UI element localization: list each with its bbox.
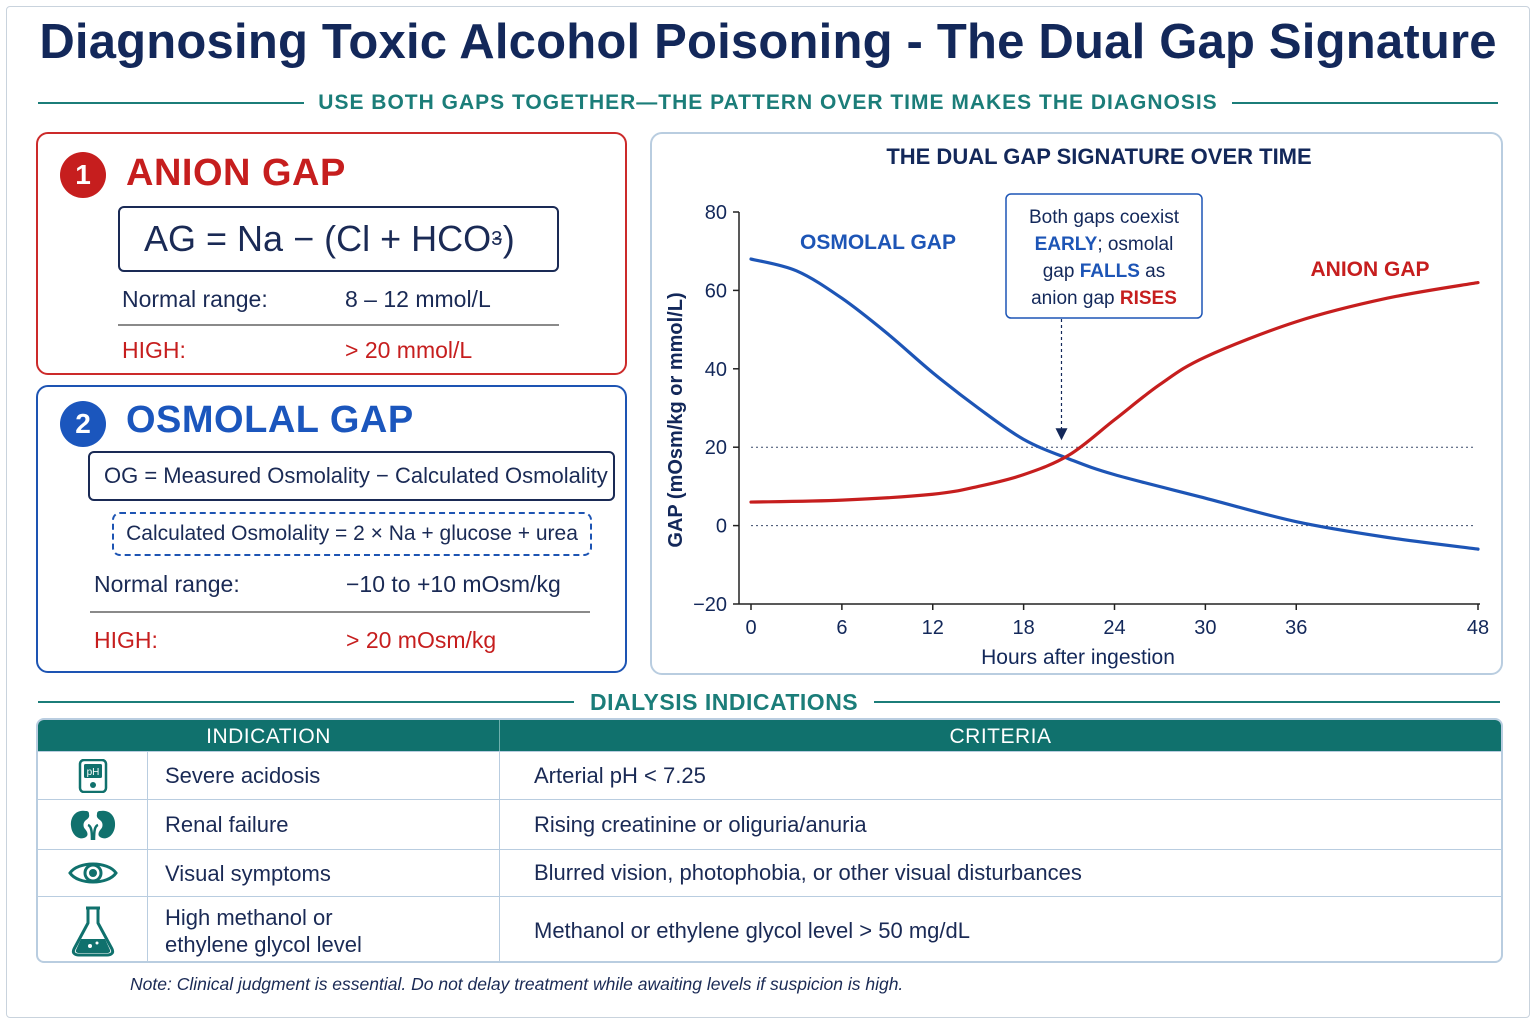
table-row: Visual symptoms Blurred vision, photopho… (38, 849, 1501, 896)
annotation-mid1: ; osmolal (1097, 234, 1173, 255)
chart-axes: 80 60 40 20 0 −20 0 6 12 18 24 30 36 48 (693, 202, 1489, 639)
footnote: Note: Clinical judgment is essential. Do… (130, 974, 904, 994)
osmolal-gap-line (749, 257, 1480, 551)
anion-gap-title: ANION GAP (126, 152, 346, 194)
anion-gap-formula-sup: − (492, 228, 503, 249)
indication-cell: Renal failure (148, 800, 500, 849)
osmolal-gap-card: 2 OSMOLAL GAP OG = Measured Osmolality −… (36, 385, 627, 673)
indication-cell: Visual symptoms (148, 850, 500, 896)
anion-gap-formula: AG = Na − (Cl + HCO 3−) (118, 206, 559, 272)
anion-gap-number-badge: 1 (60, 152, 106, 198)
anion-gap-normal-value: 8 – 12 mmol/L (345, 286, 491, 312)
chart-annotation: Both gaps coexist EARLY; osmolal gap FAL… (1005, 193, 1203, 441)
osmolal-gap-divider (90, 611, 590, 613)
dialysis-table: INDICATION CRITERIA pH Severe acidosis A… (36, 718, 1503, 963)
y-tick-label: 0 (716, 516, 727, 538)
anion-gap-formula-sub: 3 (491, 227, 503, 250)
indication-cell: High methanol or ethylene glycol level (148, 897, 500, 961)
x-tick-label: 48 (1467, 617, 1489, 639)
y-tick-label: 80 (705, 202, 727, 224)
anion-gap-normal-label: Normal range: (122, 286, 268, 312)
x-tick-label: 0 (745, 617, 756, 639)
table-header-criteria: CRITERIA (949, 725, 1052, 748)
osmolal-gap-series-label: OSMOLAL GAP (800, 231, 956, 254)
annotation-falls: FALLS (1080, 261, 1140, 282)
annotation-arrow-head (1055, 428, 1068, 441)
annotation-arrow (1055, 319, 1068, 441)
annotation-early: EARLY (1035, 234, 1098, 255)
chart-grid (751, 446, 1474, 527)
anion-gap-formula-main: AG = Na − (Cl + HCO (144, 218, 492, 259)
x-tick-label: 36 (1285, 617, 1307, 639)
anion-gap-card: 1 ANION GAP AG = Na − (Cl + HCO 3−) Norma… (36, 132, 627, 375)
dialysis-rule-right (874, 701, 1500, 703)
anion-gap-formula-end: ) (502, 218, 515, 259)
chart-series-labels: OSMOLAL GAP ANION GAP (800, 231, 1429, 281)
chart-series (749, 257, 1480, 551)
table-header: INDICATION CRITERIA (38, 720, 1501, 751)
anion-gap-divider (118, 324, 559, 326)
table-row: pH Severe acidosis Arterial pH < 7.25 (38, 751, 1501, 799)
ph-meter-icon: pH (38, 752, 148, 799)
criteria-cell: Rising creatinine or oliguria/anuria (534, 811, 867, 837)
y-tick-label: 20 (705, 437, 727, 459)
x-tick-label: 12 (922, 617, 944, 639)
subtitle-rule-right (1231, 102, 1498, 104)
x-tick-label: 6 (836, 617, 847, 639)
subtitle-row: USE BOTH GAPS TOGETHER—THE PATTERN OVER … (38, 88, 1498, 118)
subtitle: USE BOTH GAPS TOGETHER—THE PATTERN OVER … (318, 91, 1218, 114)
annotation-line-2: EARLY; osmolal (1035, 234, 1174, 255)
annotation-line-3: gap FALLS as (1043, 261, 1166, 282)
annotation-prefix: Both gaps coexist (1029, 207, 1180, 228)
annotation-mid2: gap (1043, 261, 1075, 282)
calculated-osmolality-formula: Calculated Osmolality = 2 × Na + glucose… (112, 512, 592, 556)
osmolal-gap-high-label: HIGH: (94, 627, 158, 653)
annotation-rises: RISES (1120, 288, 1177, 309)
ph-icon-label: pH (86, 767, 99, 778)
osmolal-gap-number-badge: 2 (60, 401, 106, 447)
eye-icon (38, 850, 148, 896)
dialysis-rule-left (38, 701, 574, 703)
table-row: High methanol or ethylene glycol level M… (38, 896, 1501, 961)
x-tick-label: 18 (1013, 617, 1035, 639)
y-tick-label: 60 (705, 280, 727, 302)
osmolal-gap-formula: OG = Measured Osmolality − Calculated Os… (88, 451, 615, 501)
dual-gap-chart: THE DUAL GAP SIGNATURE OVER TIME 8060402… (665, 144, 1489, 669)
anion-gap-line (749, 280, 1480, 504)
criteria-cell: Blurred vision, photophobia, or other vi… (534, 860, 1082, 885)
table-row: Renal failure Rising creatinine or oligu… (38, 799, 1501, 849)
subtitle-rule-left (38, 102, 305, 104)
osmolal-gap-high-value: > 20 mOsm/kg (346, 627, 497, 653)
y-tick-label: −20 (693, 594, 727, 616)
dialysis-heading: DIALYSIS INDICATIONS (590, 688, 859, 715)
annotation-mid3: as (1140, 261, 1165, 282)
chart-title: THE DUAL GAP SIGNATURE OVER TIME (886, 144, 1311, 169)
page-frame (6, 6, 1530, 1018)
dialysis-heading-row: DIALYSIS INDICATIONS (38, 688, 1500, 716)
osmolal-gap-normal-label: Normal range: (94, 571, 240, 597)
y-tick-label: 40 (705, 359, 727, 381)
annotation-line-4: anion gap RISES (1031, 288, 1177, 309)
flask-icon (38, 897, 148, 961)
annotation-mid4: anion gap (1031, 288, 1114, 309)
chart-x-axis-label: Hours after ingestion (981, 646, 1175, 669)
kidneys-icon (38, 800, 148, 849)
osmolal-gap-normal-value: −10 to +10 mOsm/kg (346, 571, 561, 597)
table-header-indication: INDICATION (38, 720, 500, 751)
anion-gap-high-label: HIGH: (122, 337, 186, 363)
annotation-box (1005, 193, 1203, 319)
indication-cell: Severe acidosis (148, 752, 500, 799)
criteria-cell: Methanol or ethylene glycol level > 50 m… (534, 918, 970, 943)
annotation-line-1: Both gaps coexist (1029, 207, 1180, 228)
anion-gap-high-value: > 20 mmol/L (345, 337, 473, 363)
criteria-cell: Arterial pH < 7.25 (534, 762, 706, 788)
chart-y-axis-label: GAP (mOsm/kg or mmol/L) (665, 292, 687, 547)
osmolal-gap-title: OSMOLAL GAP (126, 399, 414, 441)
x-tick-label: 24 (1103, 617, 1125, 639)
anion-gap-series-label: ANION GAP (1310, 258, 1429, 281)
page-title: Diagnosing Toxic Alcohol Poisoning - The… (39, 15, 1497, 69)
x-tick-label: 30 (1194, 617, 1216, 639)
